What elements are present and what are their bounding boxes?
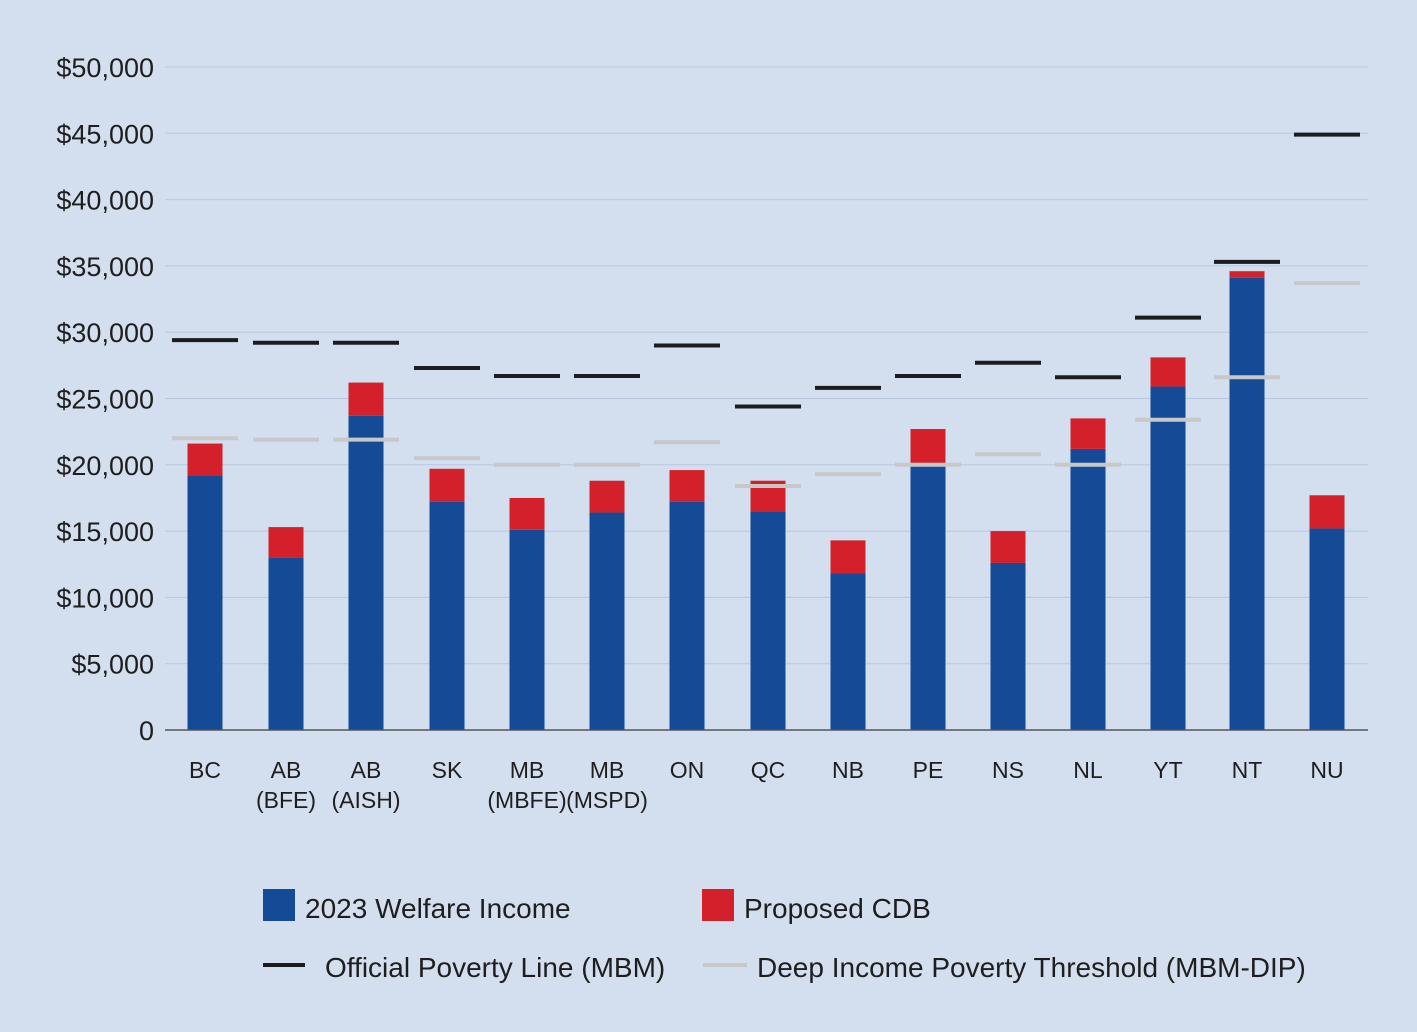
bar-proposed-cdb <box>990 531 1026 563</box>
bar-welfare-income <box>990 562 1026 730</box>
legend: 2023 Welfare Income Proposed CDB Officia… <box>263 889 1306 983</box>
bar-welfare-income <box>589 512 625 730</box>
y-tick-label: $45,000 <box>56 119 154 149</box>
bars <box>187 271 1345 730</box>
x-tick-label: (BFE) <box>256 787 316 813</box>
x-tick-label: MB <box>510 757 545 783</box>
bar-proposed-cdb <box>589 480 625 513</box>
bar-welfare-income <box>750 511 786 730</box>
bar-welfare-income <box>509 529 545 730</box>
bar-welfare-income <box>1150 386 1186 730</box>
bar-proposed-cdb <box>429 468 465 502</box>
legend-swatch-welfare-income <box>263 889 295 921</box>
y-tick-label: $20,000 <box>56 451 154 481</box>
threshold-lines <box>172 132 1360 489</box>
bar-proposed-cdb <box>1229 271 1265 278</box>
bar-welfare-income <box>1309 528 1345 730</box>
x-tick-label: NL <box>1073 757 1103 783</box>
y-axis-ticks: 0 $5,000 $10,000 $15,000 $20,000 $25,000 $30,0… <box>56 53 154 746</box>
y-tick-label: $30,000 <box>56 318 154 348</box>
x-tick-label: MB <box>590 757 625 783</box>
y-tick-label: $5,000 <box>71 650 154 680</box>
x-axis-ticks: BC AB (BFE) AB (AISH) SK MB (MBFE) MB (MSPD) ON QC N… <box>189 757 1344 813</box>
y-tick-label: $40,000 <box>56 186 154 216</box>
x-tick-label: NB <box>832 757 864 783</box>
bar-proposed-cdb <box>669 470 705 502</box>
y-tick-label: $50,000 <box>56 53 154 83</box>
bar-welfare-income <box>1070 448 1106 730</box>
x-tick-label: AB <box>351 757 382 783</box>
y-tick-label: $10,000 <box>56 583 154 613</box>
y-tick-label: $35,000 <box>56 252 154 282</box>
legend-label-official-poverty-line: Official Poverty Line (MBM) <box>325 952 665 983</box>
legend-label-welfare-income: 2023 Welfare Income <box>305 893 571 924</box>
x-tick-label: NS <box>992 757 1024 783</box>
legend-label-proposed-cdb: Proposed CDB <box>744 893 931 924</box>
x-tick-label: ON <box>670 757 705 783</box>
bar-proposed-cdb <box>1070 418 1106 449</box>
bar-welfare-income <box>348 415 384 730</box>
bar-welfare-income <box>669 501 705 730</box>
bar-proposed-cdb <box>509 497 545 530</box>
x-tick-label: NT <box>1232 757 1263 783</box>
y-tick-label: $25,000 <box>56 385 154 415</box>
x-tick-label: (AISH) <box>332 787 401 813</box>
y-tick-label: 0 <box>139 716 154 746</box>
x-tick-label: YT <box>1153 757 1182 783</box>
bar-welfare-income <box>910 464 946 730</box>
bar-proposed-cdb <box>910 428 946 465</box>
bar-proposed-cdb <box>187 443 223 476</box>
bar-welfare-income <box>1229 277 1265 730</box>
bar-proposed-cdb <box>830 540 866 574</box>
y-tick-label: $15,000 <box>56 517 154 547</box>
x-tick-label: (MSPD) <box>566 787 648 813</box>
bar-proposed-cdb <box>268 527 304 558</box>
bar-welfare-income <box>268 557 304 730</box>
x-tick-label: QC <box>751 757 786 783</box>
x-tick-label: NU <box>1310 757 1343 783</box>
x-tick-label: SK <box>432 757 463 783</box>
x-tick-label: BC <box>189 757 221 783</box>
legend-label-deep-income-poverty-threshold: Deep Income Poverty Threshold (MBM-DIP) <box>757 952 1306 983</box>
bar-welfare-income <box>830 573 866 730</box>
legend-swatch-proposed-cdb <box>702 889 734 921</box>
x-tick-label: (MBFE) <box>487 787 566 813</box>
x-tick-label: PE <box>913 757 944 783</box>
bar-proposed-cdb <box>348 382 384 416</box>
bar-proposed-cdb <box>1309 495 1345 529</box>
bar-welfare-income <box>187 475 223 730</box>
bar-welfare-income <box>429 501 465 730</box>
x-tick-label: AB <box>271 757 302 783</box>
bar-proposed-cdb <box>1150 357 1186 387</box>
